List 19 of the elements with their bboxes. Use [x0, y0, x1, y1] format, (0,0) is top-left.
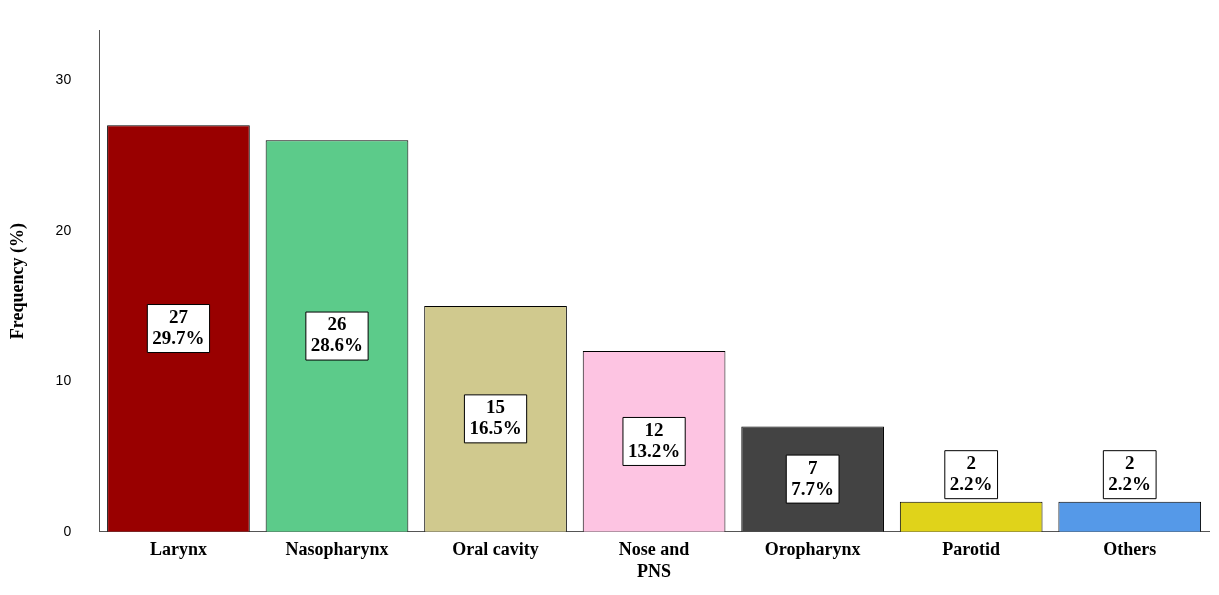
x-tick-label: Nose and PNS [618, 539, 690, 581]
x-tick-label: Nasopharynx [285, 539, 389, 560]
x-tick-label: Oral cavity [452, 539, 539, 560]
x-tick-label: Others [1103, 539, 1157, 560]
x-tick-label: Parotid [942, 539, 1001, 560]
y-tick-label: 0 [63, 522, 72, 539]
y-tick-label: 20 [55, 221, 72, 238]
data-label: 2 2.2% [949, 452, 993, 495]
y-tick-label: 10 [55, 372, 72, 389]
data-label: 27 29.7% [152, 305, 205, 348]
data-label: 15 16.5% [469, 396, 522, 439]
y-axis-title: Frequency (%) [7, 223, 29, 340]
data-label: 7 7.7% [791, 456, 835, 499]
data-label: 12 13.2% [627, 418, 681, 461]
data-label: 26 28.6% [310, 313, 364, 356]
x-tick-label: Larynx [149, 539, 207, 560]
data-label: 2 2.2% [1108, 452, 1152, 495]
x-tick-label: Oropharynx [764, 539, 861, 560]
y-tick-label: 30 [55, 70, 72, 87]
